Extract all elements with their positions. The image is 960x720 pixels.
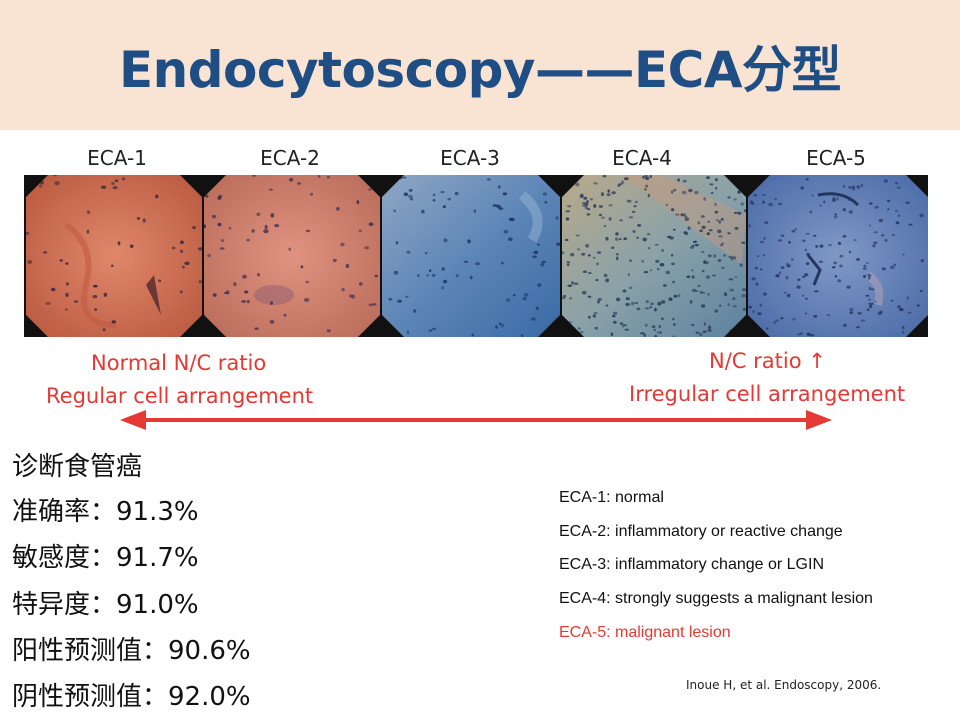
- stat-sensitivity: 敏感度：91.7%: [12, 543, 199, 573]
- panel-label-eca4: ECA-4: [612, 146, 672, 170]
- citation: Inoue H, et al. Endoscopy, 2006.: [686, 678, 882, 692]
- arrow-right-line2: Irregular cell arrangement: [629, 382, 906, 406]
- panel-label-eca1: ECA-1: [87, 146, 147, 170]
- arrow-left-line1: Normal N/C ratio: [91, 351, 267, 375]
- double-arrow-icon: [120, 410, 832, 430]
- stat-ppv: 阳性预测值：90.6%: [12, 636, 251, 666]
- legend-eca5: ECA-5: malignant lesion: [559, 624, 731, 641]
- legend-eca1: ECA-1: normal: [559, 489, 664, 506]
- endocytoscopy-image-eca2: [204, 175, 380, 337]
- legend-eca4: ECA-4: strongly suggests a malignant les…: [559, 590, 873, 607]
- endocytoscopy-image-eca4: [562, 175, 746, 337]
- panel-label-eca2: ECA-2: [260, 146, 320, 170]
- arrow-left-line2: Regular cell arrangement: [46, 384, 314, 408]
- arrow-right-line1: N/C ratio ↑: [709, 349, 826, 373]
- stats-heading: 诊断食管癌: [12, 452, 143, 482]
- slide-title: Endocytoscopy——ECA分型: [118, 41, 842, 99]
- endocytoscopy-image-eca5: [748, 175, 928, 337]
- endocytoscopy-image-eca3: [382, 175, 560, 337]
- endocytoscopy-image-eca1: [26, 175, 202, 337]
- legend-eca2: ECA-2: inflammatory or reactive change: [559, 523, 843, 540]
- stat-accuracy: 准确率：91.3%: [12, 497, 199, 527]
- legend-eca3: ECA-3: inflammatory change or LGIN: [559, 556, 824, 573]
- panel-label-eca3: ECA-3: [440, 146, 500, 170]
- stat-npv: 阴性预测值：92.0%: [12, 682, 251, 712]
- panel-label-eca5: ECA-5: [806, 146, 866, 170]
- stat-specificity: 特异度：91.0%: [12, 590, 199, 620]
- title-band: [0, 0, 960, 130]
